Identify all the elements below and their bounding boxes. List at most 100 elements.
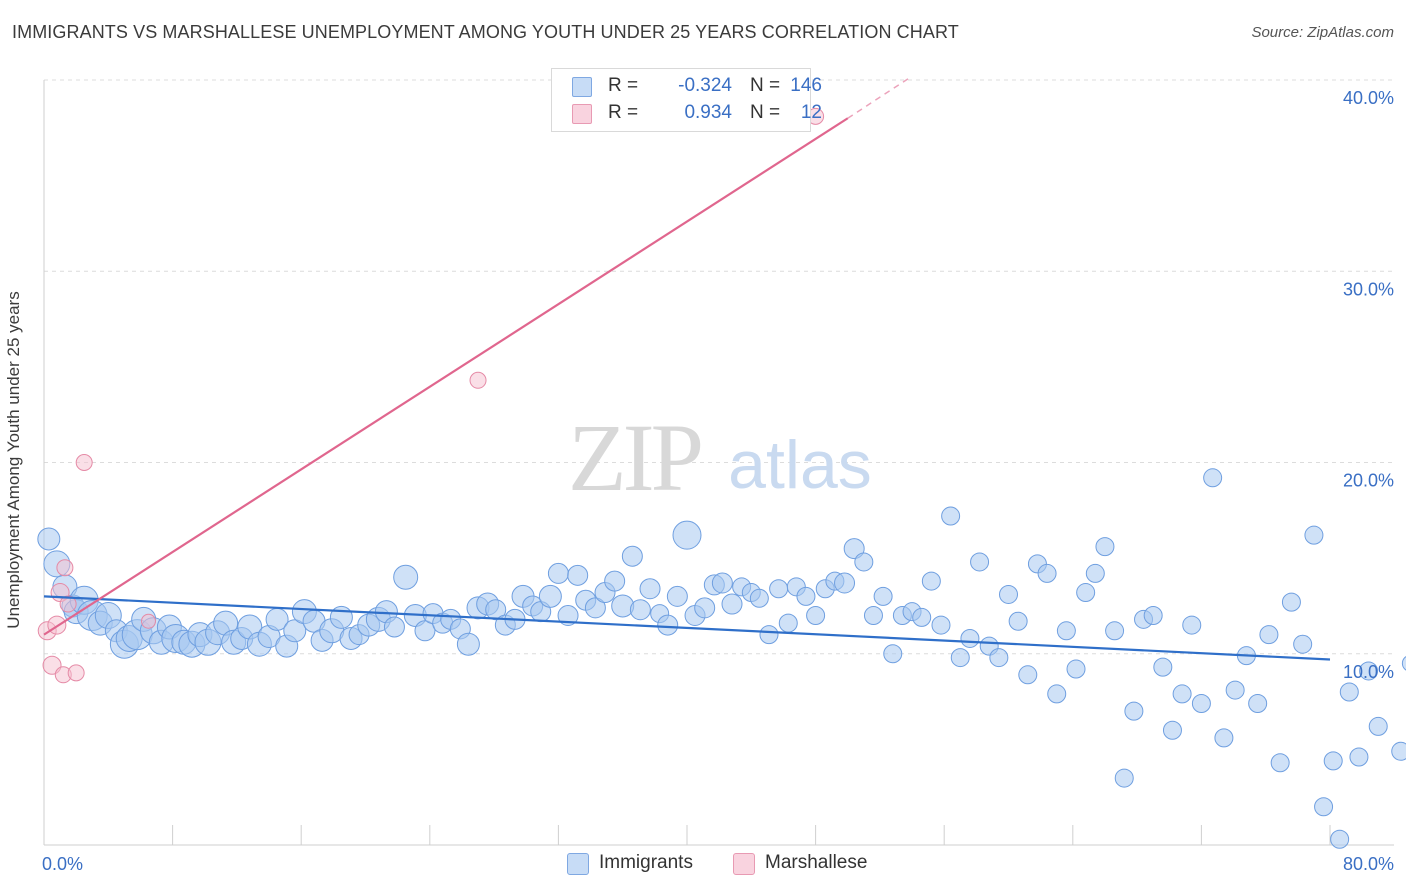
immigrants-point bbox=[863, 606, 883, 625]
legend-label-marshallese: Marshallese bbox=[765, 852, 868, 873]
immigrants-point bbox=[37, 527, 61, 551]
immigrants-point bbox=[1008, 611, 1028, 631]
immigrants-point bbox=[1153, 657, 1173, 677]
immigrants-point bbox=[694, 597, 716, 619]
immigrants-point bbox=[1270, 753, 1290, 773]
immigrants-point bbox=[970, 552, 990, 572]
immigrants-point bbox=[960, 628, 980, 648]
immigrants-point bbox=[604, 570, 626, 592]
immigrants-point bbox=[1143, 606, 1163, 625]
immigrants-point bbox=[1359, 661, 1379, 681]
immigrants-point bbox=[873, 586, 893, 606]
marshallese-trend-extension bbox=[847, 75, 913, 119]
x-tick-label: 80.0% bbox=[1343, 854, 1394, 874]
immigrants-point bbox=[1391, 741, 1406, 761]
immigrants-point bbox=[629, 599, 651, 621]
immigrants-point bbox=[393, 564, 419, 590]
immigrants-point bbox=[1056, 621, 1076, 641]
immigrants-point bbox=[921, 571, 941, 591]
axes bbox=[43, 80, 1394, 846]
immigrants-point bbox=[749, 588, 769, 608]
immigrants-point bbox=[1105, 621, 1125, 641]
immigrants-point bbox=[1172, 684, 1192, 704]
legend-swatch-marshallese bbox=[733, 853, 755, 875]
immigrants-point bbox=[1330, 829, 1350, 849]
legend-r-value: 0.934 bbox=[684, 102, 732, 123]
tick-labels: 10.0% 20.0% 30.0% 40.0% 0.0% 80.0% bbox=[42, 88, 1394, 874]
y-tick-label: 40.0% bbox=[1343, 88, 1394, 108]
immigrants-trend-line bbox=[43, 595, 1331, 661]
immigrants-point bbox=[883, 644, 903, 664]
immigrants-point bbox=[1066, 659, 1086, 679]
legend-n-value: 146 bbox=[790, 75, 822, 96]
marshallese-point bbox=[59, 595, 77, 613]
legend-r-label: R = bbox=[608, 102, 639, 123]
immigrants-point bbox=[769, 579, 789, 599]
immigrants-point bbox=[639, 578, 661, 600]
immigrants-point bbox=[1225, 680, 1245, 700]
y-tick-label: 20.0% bbox=[1343, 471, 1394, 491]
immigrants-point bbox=[1281, 592, 1301, 612]
immigrants-point bbox=[547, 562, 569, 584]
immigrants-point bbox=[621, 545, 643, 567]
immigrants-point bbox=[1076, 583, 1096, 603]
immigrants-point bbox=[1339, 682, 1359, 702]
immigrants-point bbox=[1047, 684, 1067, 704]
chart-title: IMMIGRANTS VS MARSHALLESE UNEMPLOYMENT A… bbox=[12, 22, 959, 42]
immigrants-point bbox=[1293, 634, 1313, 654]
immigrants-point bbox=[611, 594, 635, 618]
grid-lines bbox=[44, 79, 1394, 655]
immigrants-point bbox=[843, 538, 865, 560]
immigrants-point bbox=[383, 616, 405, 638]
immigrants-point bbox=[584, 597, 606, 619]
immigrants-point bbox=[1304, 525, 1324, 545]
immigrants-point bbox=[1037, 563, 1057, 583]
immigrants-point bbox=[711, 572, 733, 594]
y-tick-label: 30.0% bbox=[1343, 279, 1394, 299]
immigrants-point bbox=[1085, 563, 1105, 583]
immigrants-point bbox=[999, 584, 1018, 604]
x-tick-label: 0.0% bbox=[42, 854, 83, 874]
immigrants-point bbox=[1401, 656, 1406, 671]
immigrants-point bbox=[414, 620, 436, 642]
immigrants-point bbox=[557, 605, 579, 626]
immigrants-point bbox=[567, 564, 589, 586]
immigrants-point bbox=[1162, 720, 1182, 740]
marshallese-points bbox=[37, 107, 825, 684]
immigrants-point bbox=[1248, 693, 1268, 713]
immigrants-point bbox=[721, 593, 743, 615]
correlation-legend: R = -0.324 N = 146 R = 0.934 N = 12 bbox=[551, 68, 822, 132]
marshallese-point bbox=[67, 664, 85, 682]
immigrants-point bbox=[931, 615, 951, 635]
legend-n-label: N = bbox=[750, 102, 781, 123]
watermark-zip: ZIP bbox=[568, 404, 701, 511]
marshallese-point bbox=[75, 454, 93, 471]
watermark: ZIP atlas bbox=[568, 404, 872, 511]
legend-swatch-immigrants bbox=[567, 853, 589, 875]
immigrants-point bbox=[1095, 537, 1115, 557]
immigrants-point bbox=[1214, 728, 1234, 748]
immigrants-point bbox=[854, 552, 874, 572]
legend-r-value: -0.324 bbox=[678, 75, 732, 96]
marshallese-point bbox=[469, 371, 487, 389]
immigrants-point bbox=[778, 613, 798, 633]
immigrants-point bbox=[1259, 625, 1279, 645]
legend-n-value: 12 bbox=[800, 102, 822, 123]
legend-swatch-marshallese bbox=[572, 104, 592, 124]
y-tick-label: 10.0% bbox=[1343, 662, 1394, 682]
immigrants-point bbox=[538, 584, 562, 608]
immigrants-points bbox=[37, 468, 1406, 849]
immigrants-point bbox=[283, 619, 307, 643]
immigrants-point bbox=[1368, 716, 1388, 736]
immigrants-point bbox=[796, 586, 816, 606]
source-label: Source: ZipAtlas.com bbox=[1251, 24, 1394, 41]
immigrants-point bbox=[759, 625, 779, 645]
watermark-atlas: atlas bbox=[728, 427, 872, 503]
y-axis-label: Unemployment Among Youth under 25 years bbox=[4, 291, 23, 629]
immigrants-point bbox=[806, 606, 826, 625]
marshallese-point bbox=[56, 559, 74, 577]
immigrants-point bbox=[989, 648, 1009, 668]
immigrants-point bbox=[1323, 751, 1343, 771]
immigrants-point bbox=[456, 632, 480, 656]
immigrants-point bbox=[912, 607, 932, 627]
